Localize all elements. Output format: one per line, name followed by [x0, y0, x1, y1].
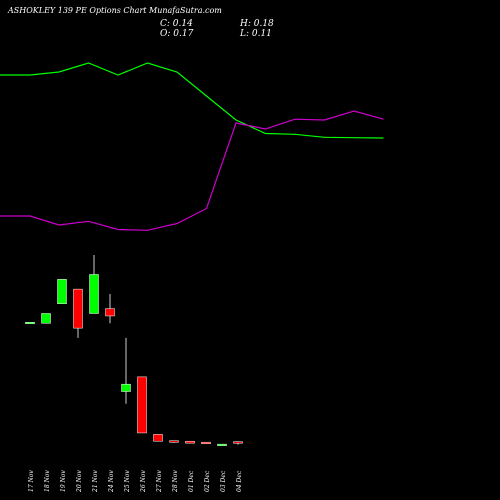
candle-body [137, 376, 147, 434]
candle [233, 441, 243, 445]
candle [105, 294, 115, 324]
high-value: H: 0.18 [240, 19, 274, 29]
overlay-line-2 [0, 110, 384, 231]
x-tick-label: 24 Nov [108, 470, 115, 493]
low-value: L: 0.11 [240, 29, 272, 39]
candle [217, 443, 227, 446]
candle [41, 313, 51, 324]
candlesticks [25, 255, 243, 446]
x-axis: 17 Nov 18 Nov 19 Nov 20 Nov 21 Nov 24 Nov 25 N… [28, 470, 243, 493]
x-tick-label: 18 Nov [44, 470, 51, 492]
x-tick-label: 28 Nov [172, 470, 179, 493]
x-tick-label: 03 Dec [220, 470, 227, 492]
candle [89, 255, 99, 314]
overlay-lines [0, 62, 384, 231]
candle [169, 440, 179, 443]
overlay-line-1 [0, 62, 384, 139]
candle-body [73, 288, 83, 329]
candle [201, 441, 211, 445]
x-tick-label: 02 Dec [204, 470, 211, 492]
candle-body [89, 274, 99, 314]
open-value: O: 0.17 [160, 29, 194, 39]
candle-body [233, 441, 243, 444]
candle-body [217, 443, 227, 446]
candle-body [153, 434, 163, 442]
candle [137, 376, 147, 434]
candle-body [185, 440, 195, 444]
x-tick-label: 27 Nov [156, 470, 163, 493]
candle-body [121, 383, 131, 392]
candle [25, 322, 35, 325]
candle [73, 288, 83, 338]
x-tick-label: 19 Nov [60, 470, 67, 492]
candle-body [201, 441, 211, 444]
candle [185, 440, 195, 444]
candle [121, 337, 131, 404]
x-tick-label: 01 Dec [188, 470, 195, 492]
candle-body [41, 313, 51, 324]
candle-body [57, 279, 67, 304]
candle-body [25, 322, 35, 325]
x-tick-label: 04 Dec [236, 470, 243, 492]
candle-body [105, 308, 115, 317]
close-value: C: 0.14 [160, 19, 193, 29]
x-tick-label: 25 Nov [124, 470, 131, 493]
x-tick-label: 21 Nov [92, 470, 99, 493]
chart-title: ASHOKLEY 139 PE Options Chart MunafaSutr… [8, 6, 222, 15]
candle [153, 434, 163, 442]
x-tick-label: 20 Nov [76, 470, 83, 493]
x-tick-label: 26 Nov [140, 470, 147, 493]
candle [57, 279, 67, 304]
candle-body [169, 440, 179, 443]
x-tick-label: 17 Nov [28, 470, 35, 492]
